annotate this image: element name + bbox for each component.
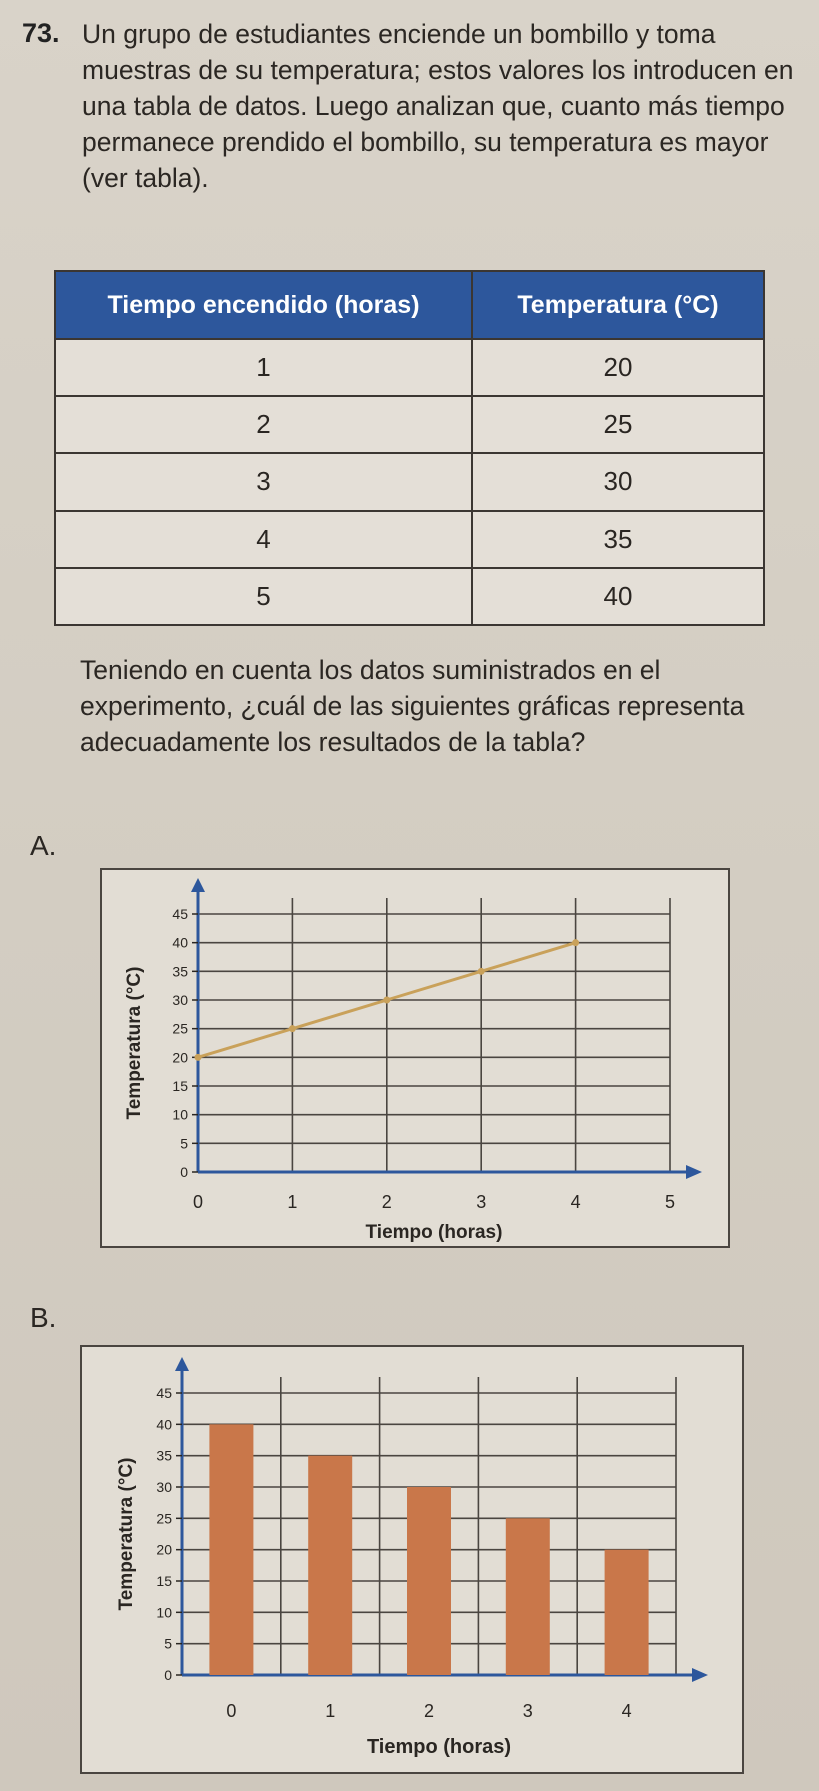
y-axis-arrow [175,1357,189,1371]
table-header-row: Tiempo encendido (horas) Temperatura (°C… [54,270,765,340]
y-tick-label: 25 [172,1021,188,1037]
table-row: 4 35 [54,509,765,569]
cell-time: 1 [54,337,473,398]
cell-temp: 25 [471,395,765,455]
chart-a: 0 5 10 15 20 25 30 35 40 45 0 1 2 3 4 5 Tiempo (horas) Te… [100,868,730,1248]
x-axis-arrow [686,1165,702,1179]
y-axis-label: Temperatura (°C) [116,1458,137,1611]
y-tick-label: 0 [180,1164,188,1180]
bar [209,1424,254,1675]
x-tick-label: 3 [476,1192,486,1212]
y-tick-label: 35 [156,1448,172,1464]
cell-temp: 40 [471,566,765,627]
bar [604,1549,649,1675]
data-table: Tiempo encendido (horas) Temperatura (°C… [54,270,765,627]
y-tick-label: 10 [172,1107,188,1123]
x-tick-label: 3 [523,1701,533,1721]
question-intro: Un grupo de estudiantes enciende un bomb… [82,19,794,193]
y-tick-label: 20 [156,1542,172,1558]
y-tick-label: 0 [164,1667,172,1683]
cell-time: 3 [54,452,473,512]
cell-time: 5 [54,566,473,627]
y-tick-label: 15 [172,1078,188,1094]
x-axis-arrow [692,1668,708,1682]
y-tick-label: 5 [164,1636,172,1652]
header-time: Tiempo encendido (horas) [54,270,473,340]
cell-temp: 35 [471,509,765,569]
table-row: 5 40 [54,566,765,627]
x-tick-label: 5 [665,1192,675,1212]
cell-time: 4 [54,509,473,569]
data-point [572,939,580,947]
cell-time: 2 [54,395,473,455]
table-row: 2 25 [54,395,765,455]
cell-temp: 20 [471,337,765,398]
y-tick-label: 5 [180,1135,188,1151]
x-tick-label: 0 [226,1701,236,1721]
y-tick-label: 35 [172,963,188,979]
y-tick-label: 40 [156,1416,172,1432]
bar [505,1518,550,1675]
x-tick-label: 1 [325,1701,335,1721]
header-temperature: Temperatura (°C) [471,270,765,340]
y-tick-label: 20 [172,1049,188,1065]
x-tick-label: 4 [571,1192,581,1212]
data-point [288,1025,296,1033]
chart-b: 0 5 10 15 20 25 30 35 40 45 0 1 2 3 4 Tiempo (horas) Tem… [80,1345,744,1774]
y-tick-label: 45 [156,1385,172,1401]
y-tick-label: 10 [156,1604,172,1620]
x-tick-label: 2 [382,1192,392,1212]
y-tick-label: 30 [172,992,188,1008]
y-tick-label: 40 [172,935,188,951]
x-tick-label: 4 [622,1701,632,1721]
x-axis-label: Tiempo (horas) [367,1736,511,1758]
x-tick-label: 1 [287,1192,297,1212]
data-point [194,1053,202,1061]
bar [407,1487,451,1675]
y-axis-label: Temperatura (°C) [124,967,145,1120]
y-tick-label: 25 [156,1510,172,1526]
question-number: 73. [22,18,60,48]
option-a-label: A. [30,830,57,861]
x-tick-label: 0 [193,1192,203,1212]
table-row: 3 30 [54,452,765,512]
table-row: 1 20 [54,337,765,398]
option-b-label: B. [30,1302,57,1333]
chart-b-svg: 0 5 10 15 20 25 30 35 40 45 0 1 2 3 4 Tiempo (horas) Tem… [116,1357,708,1758]
y-tick-label: 30 [156,1479,172,1495]
question-prompt: Teniendo en cuenta los datos suministrad… [80,655,745,757]
data-point [383,996,391,1004]
y-axis-arrow [191,878,205,892]
data-point [477,967,485,975]
y-tick-label: 15 [156,1573,172,1589]
x-axis-label: Tiempo (horas) [366,1222,503,1243]
x-tick-label: 2 [424,1701,434,1721]
cell-temp: 30 [471,452,765,512]
bar [308,1455,353,1675]
y-tick-label: 45 [172,906,188,922]
